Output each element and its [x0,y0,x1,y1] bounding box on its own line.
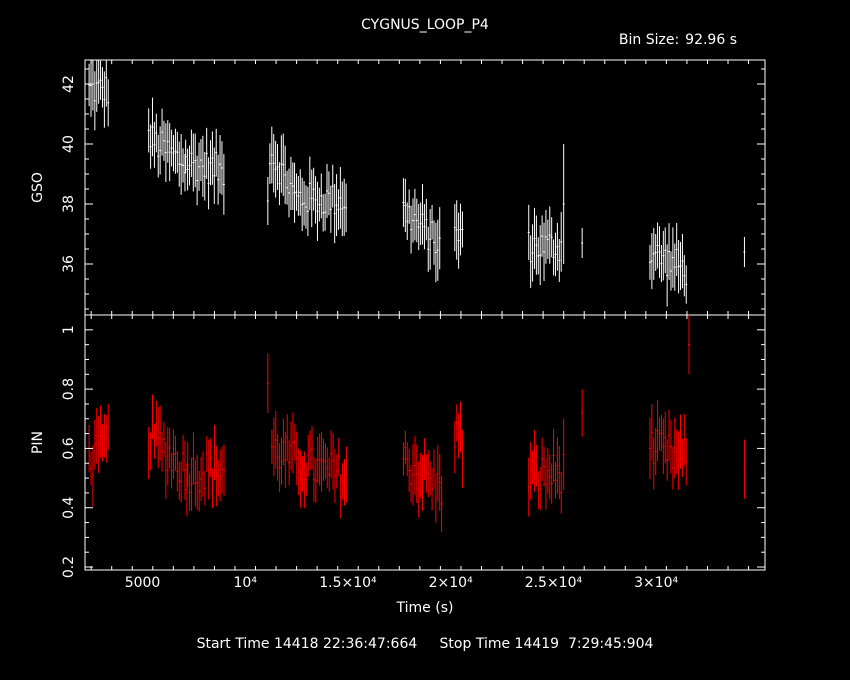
time-range-footer: Start Time 14418 22:36:47:664 Stop Time … [0,636,850,652]
gso-axis-label: GSO [30,172,46,203]
gso-panel: 36 38 40 42 GSO [30,59,766,316]
y-tick-label: 0.6 [61,437,77,459]
gso-data [88,60,746,307]
pin-frame [84,314,766,571]
y-tick-label: 0.2 [61,556,77,578]
bin-size-label: Bin Size: 92.96 s [619,32,737,48]
y-tick-label: 0.8 [61,378,77,400]
chart-title: CYGNUS_LOOP_P4 [361,17,489,33]
x-tick-label: 10⁴ [234,575,258,591]
pin-data [88,315,746,533]
bin-size-value: 92.96 s [685,32,737,48]
x-tick-label: 1.5×10⁴ [319,575,377,591]
x-axis-label: Time (s) [396,600,454,616]
y-tick-label: 36 [61,255,77,273]
bin-size-label-text: Bin Size: [619,32,679,48]
pin-axis-label: PIN [30,431,46,454]
x-tick-label: 3×10⁴ [634,575,678,591]
stop-time-label: Stop Time [439,636,511,652]
start-time-label: Start Time [196,636,270,652]
x-tick-label: 2×10⁴ [429,575,473,591]
y-tick-label: 40 [61,135,77,153]
pin-panel: 0.2 0.4 0.6 0.8 1 PIN [30,314,766,578]
y-tick-label: 42 [61,75,77,93]
y-tick-label: 38 [61,195,77,213]
x-axis-ticks: 5000 10⁴ 1.5×10⁴ 2×10⁴ 2.5×10⁴ 3×10⁴ [125,575,679,591]
start-time-value: 14418 22:36:47:664 [273,636,418,652]
stop-time-value: 14419 7:29:45:904 [514,636,654,652]
y-tick-label: 1 [61,325,77,334]
y-tick-label: 0.4 [61,497,77,519]
x-tick-label: 5000 [125,575,161,591]
x-tick-label: 2.5×10⁴ [525,575,583,591]
